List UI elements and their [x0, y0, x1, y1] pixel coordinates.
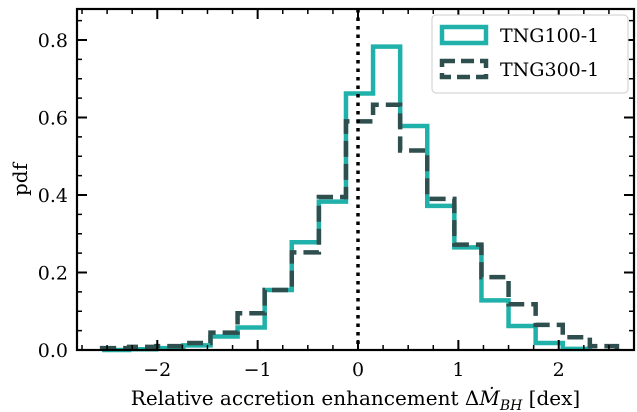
y-tick-label: 0.2 — [38, 263, 68, 285]
x-axis-label: Relative accretion enhancement ΔṀBH [dex… — [131, 386, 580, 412]
y-tick-label: 0.6 — [38, 108, 68, 130]
x-tick-label: 0 — [352, 359, 364, 381]
legend: TNG100-1 TNG300-1 — [431, 14, 629, 94]
y-tick-label: 0.8 — [38, 30, 68, 52]
legend-swatch — [439, 24, 489, 46]
y-tick-label: 0.0 — [38, 340, 68, 362]
y-tick-label: 0.4 — [38, 185, 68, 207]
legend-box — [431, 14, 629, 94]
x-tick-label: −1 — [244, 359, 272, 381]
x-tick-label: −2 — [143, 359, 171, 381]
axes-frame — [75, 7, 636, 352]
y-axis-label: pdf — [8, 161, 32, 196]
legend-swatch — [439, 58, 489, 80]
legend-label: TNG100-1 — [500, 25, 599, 47]
legend-label: TNG300-1 — [500, 59, 599, 81]
series-line-tng300-1 — [99, 102, 620, 351]
series-line-tng100-1 — [102, 44, 593, 353]
x-tick-label: 2 — [553, 359, 565, 381]
x-tick-label: 1 — [452, 359, 464, 381]
axis-tick-labels: −2 −1 0 1 2 0.0 0.2 0.4 0.6 0.8 — [38, 30, 565, 381]
